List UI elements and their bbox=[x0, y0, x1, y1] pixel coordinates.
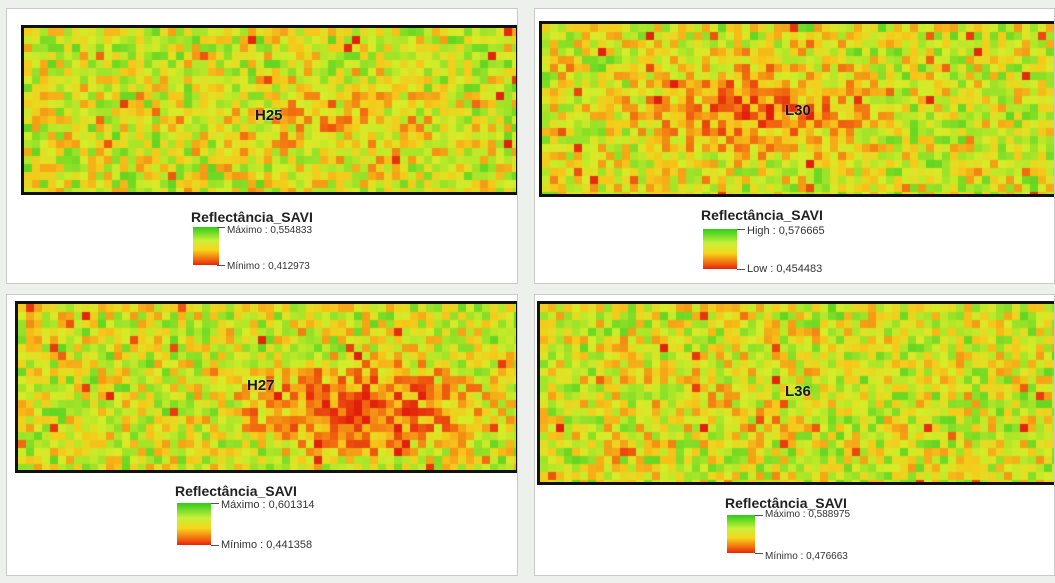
map-panel-h27: H27 Reflectância_SAVI Máximo : 0,601314 … bbox=[6, 294, 518, 576]
legend-h25: Reflectância_SAVI Máximo : 0,554833 Míni… bbox=[191, 209, 451, 279]
legend-color-ramp bbox=[703, 229, 737, 269]
legend-max-value: Máximo : 0,601314 bbox=[221, 499, 315, 511]
plot-label-l30: L30 bbox=[785, 102, 811, 119]
legend-min-value: Mínimo : 0,441358 bbox=[221, 539, 313, 551]
savi-raster-canvas-h27 bbox=[18, 304, 516, 470]
legend-max-tick bbox=[211, 503, 219, 504]
legend-min-value: Low : 0,454483 bbox=[747, 263, 823, 275]
savi-raster-canvas-h25 bbox=[24, 28, 516, 192]
legend-max-tick bbox=[217, 227, 225, 228]
savi-raster-h25 bbox=[21, 25, 517, 195]
savi-raster-l36 bbox=[537, 301, 1054, 485]
savi-raster-h27 bbox=[15, 301, 517, 473]
savi-raster-l30 bbox=[539, 21, 1054, 197]
plot-label-l36: L36 bbox=[785, 383, 811, 400]
legend-max-tick bbox=[737, 229, 745, 230]
legend-color-ramp bbox=[727, 515, 755, 553]
plot-label-h27: H27 bbox=[247, 377, 275, 394]
savi-raster-canvas-l36 bbox=[540, 304, 1054, 482]
legend-title: Reflectância_SAVI bbox=[701, 207, 823, 223]
legend-title: Reflectância_SAVI bbox=[191, 209, 313, 225]
legend-title: Reflectância_SAVI bbox=[175, 483, 297, 499]
legend-color-ramp bbox=[177, 503, 211, 545]
legend-min-tick bbox=[211, 545, 219, 546]
legend-l30: Reflectância_SAVI High : 0,576665 Low : … bbox=[701, 207, 961, 281]
legend-min-tick bbox=[217, 265, 225, 266]
legend-min-tick bbox=[755, 553, 763, 554]
plot-label-h25: H25 bbox=[255, 107, 283, 124]
legend-min-tick bbox=[737, 269, 745, 270]
legend-max-value: Máximo : 0,554833 bbox=[227, 225, 313, 236]
map-panel-l36: L36 Reflectância_SAVI Máximo : 0,588975 … bbox=[534, 294, 1055, 576]
savi-raster-canvas-l30 bbox=[542, 24, 1054, 194]
legend-l36: Reflectância_SAVI Máximo : 0,588975 Míni… bbox=[725, 495, 985, 571]
legend-max-tick bbox=[755, 515, 763, 516]
legend-min-value: Mínimo : 0,476663 bbox=[765, 551, 848, 562]
legend-max-value: High : 0,576665 bbox=[747, 225, 825, 237]
legend-title: Reflectância_SAVI bbox=[725, 495, 847, 511]
legend-h27: Reflectância_SAVI Máximo : 0,601314 Míni… bbox=[175, 483, 435, 563]
map-panel-l30: L30 Reflectância_SAVI High : 0,576665 Lo… bbox=[534, 8, 1055, 284]
legend-color-ramp bbox=[193, 227, 219, 265]
map-panel-h25: H25 Reflectância_SAVI Máximo : 0,554833 … bbox=[6, 8, 518, 284]
legend-min-value: Mínimo : 0,412973 bbox=[227, 261, 310, 272]
legend-max-value: Máximo : 0,588975 bbox=[765, 509, 851, 520]
